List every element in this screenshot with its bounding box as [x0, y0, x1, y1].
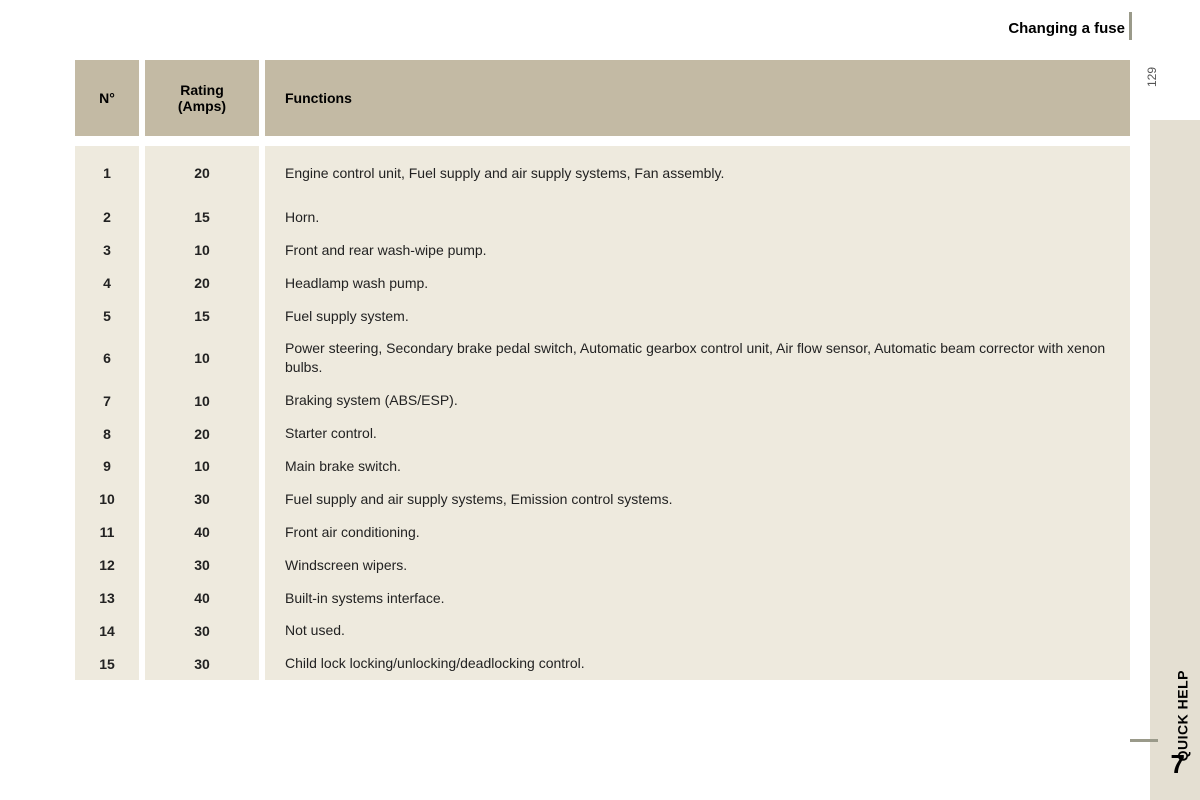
- cell-rating: 30: [145, 614, 265, 647]
- cell-rating: 15: [145, 201, 265, 234]
- cell-functions: Fuel supply system.: [265, 300, 1130, 333]
- table-header-row: N° Rating (Amps) Functions: [75, 60, 1130, 146]
- table-row: 310Front and rear wash-wipe pump.: [75, 234, 1130, 267]
- cell-rating: 15: [145, 300, 265, 333]
- fuse-table: N° Rating (Amps) Functions 120Engine con…: [75, 60, 1130, 680]
- cell-rating: 20: [145, 267, 265, 300]
- cell-rating: 10: [145, 332, 265, 384]
- cell-number: 4: [75, 267, 145, 300]
- header-divider: [1129, 12, 1132, 40]
- cell-number: 8: [75, 417, 145, 450]
- side-tab-chapter: 7: [1171, 749, 1185, 780]
- page-title: Changing a fuse: [1008, 20, 1125, 37]
- col-header-functions: Functions: [265, 60, 1130, 146]
- table-row: 1140Front air conditioning.: [75, 516, 1130, 549]
- cell-rating: 10: [145, 234, 265, 267]
- cell-number: 11: [75, 516, 145, 549]
- cell-number: 13: [75, 582, 145, 615]
- cell-number: 7: [75, 384, 145, 417]
- cell-number: 12: [75, 549, 145, 582]
- table-row: 710Braking system (ABS/ESP).: [75, 384, 1130, 417]
- table-row: 215Horn.: [75, 201, 1130, 234]
- side-tab-divider: [1130, 739, 1158, 742]
- cell-number: 9: [75, 450, 145, 483]
- cell-rating: 40: [145, 582, 265, 615]
- cell-number: 14: [75, 614, 145, 647]
- cell-functions: Not used.: [265, 614, 1130, 647]
- cell-functions: Headlamp wash pump.: [265, 267, 1130, 300]
- cell-number: 15: [75, 647, 145, 680]
- cell-rating: 30: [145, 483, 265, 516]
- cell-functions: Engine control unit, Fuel supply and air…: [265, 146, 1130, 201]
- table-row: 1340Built-in systems interface.: [75, 582, 1130, 615]
- cell-rating: 40: [145, 516, 265, 549]
- table-row: 1030Fuel supply and air supply systems, …: [75, 483, 1130, 516]
- table-row: 515Fuel supply system.: [75, 300, 1130, 333]
- col-header-number: N°: [75, 60, 145, 146]
- cell-number: 1: [75, 146, 145, 201]
- cell-functions: Braking system (ABS/ESP).: [265, 384, 1130, 417]
- page-number: 129: [1145, 67, 1159, 87]
- table-row: 1430Not used.: [75, 614, 1130, 647]
- cell-rating: 10: [145, 450, 265, 483]
- table-row: 820Starter control.: [75, 417, 1130, 450]
- table-row: 420Headlamp wash pump.: [75, 267, 1130, 300]
- cell-functions: Child lock locking/unlocking/deadlocking…: [265, 647, 1130, 680]
- side-tab-label: QUICK HELP: [1174, 670, 1190, 761]
- cell-rating: 10: [145, 384, 265, 417]
- table-row: 610Power steering, Secondary brake pedal…: [75, 332, 1130, 384]
- table-row: 910Main brake switch.: [75, 450, 1130, 483]
- cell-functions: Front air conditioning.: [265, 516, 1130, 549]
- cell-number: 3: [75, 234, 145, 267]
- table-row: 1230Windscreen wipers.: [75, 549, 1130, 582]
- cell-rating: 30: [145, 647, 265, 680]
- cell-number: 6: [75, 332, 145, 384]
- cell-rating: 20: [145, 417, 265, 450]
- cell-functions: Built-in systems interface.: [265, 582, 1130, 615]
- cell-functions: Power steering, Secondary brake pedal sw…: [265, 332, 1130, 384]
- cell-number: 10: [75, 483, 145, 516]
- col-header-rating: Rating (Amps): [145, 60, 265, 146]
- cell-rating: 30: [145, 549, 265, 582]
- cell-number: 5: [75, 300, 145, 333]
- cell-functions: Horn.: [265, 201, 1130, 234]
- cell-functions: Fuel supply and air supply systems, Emis…: [265, 483, 1130, 516]
- cell-functions: Starter control.: [265, 417, 1130, 450]
- cell-functions: Main brake switch.: [265, 450, 1130, 483]
- cell-functions: Front and rear wash-wipe pump.: [265, 234, 1130, 267]
- cell-number: 2: [75, 201, 145, 234]
- cell-functions: Windscreen wipers.: [265, 549, 1130, 582]
- cell-rating: 20: [145, 146, 265, 201]
- table-row: 1530Child lock locking/unlocking/deadloc…: [75, 647, 1130, 680]
- table-row: 120Engine control unit, Fuel supply and …: [75, 146, 1130, 201]
